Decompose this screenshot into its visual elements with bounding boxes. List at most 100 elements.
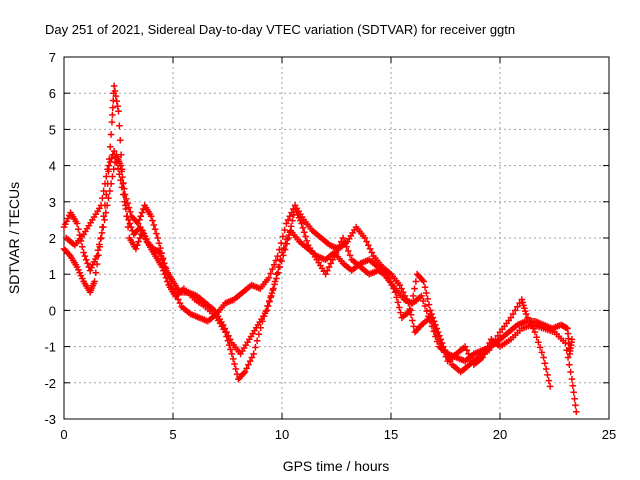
data-point — [541, 359, 549, 367]
data-point — [94, 247, 102, 254]
y-axis-label: SDTVAR / TECUs — [6, 182, 22, 294]
data-point — [99, 223, 107, 231]
data-point — [545, 377, 553, 384]
x-tick-label: 15 — [384, 427, 398, 442]
data-point — [278, 257, 285, 265]
data-point — [100, 212, 107, 220]
data-point — [423, 289, 430, 297]
data-point — [116, 170, 123, 178]
data-point — [248, 354, 256, 361]
data-point — [84, 260, 91, 267]
data-point — [176, 299, 184, 307]
data-point — [75, 226, 82, 233]
data-point — [245, 361, 252, 368]
data-point — [137, 212, 145, 220]
data-point — [421, 283, 429, 291]
data-point — [160, 260, 168, 267]
data-point — [269, 265, 276, 273]
data-point — [105, 194, 112, 202]
data-point — [243, 365, 250, 372]
data-point — [411, 285, 418, 292]
data-point — [153, 230, 160, 237]
data-point — [102, 173, 110, 180]
data-point — [424, 295, 431, 303]
data-point — [80, 249, 87, 256]
data-point — [116, 136, 124, 144]
data-point — [479, 354, 486, 361]
data-point — [522, 310, 530, 318]
data-point — [572, 401, 579, 409]
data-point — [324, 267, 331, 274]
data-point — [509, 310, 517, 318]
data-point — [132, 245, 140, 253]
data-point — [223, 328, 230, 336]
data-point — [150, 221, 158, 229]
data-point — [571, 395, 578, 403]
data-point — [409, 317, 416, 324]
data-point — [138, 209, 146, 216]
data-point — [538, 349, 546, 356]
data-point — [110, 147, 118, 155]
data-point — [283, 236, 291, 243]
data-point — [425, 301, 433, 308]
data-point — [73, 220, 81, 227]
data-point — [325, 263, 333, 271]
data-point — [298, 220, 305, 227]
y-tick-label: -3 — [44, 412, 56, 427]
data-point — [299, 224, 307, 232]
data-point — [267, 270, 274, 277]
data-point — [410, 323, 417, 330]
data-point — [91, 278, 98, 285]
data-point — [157, 252, 165, 260]
data-point — [433, 338, 441, 345]
data-point — [107, 180, 115, 187]
data-point — [421, 302, 429, 310]
data-point — [116, 122, 123, 130]
data-point — [136, 234, 144, 242]
data-point — [99, 194, 106, 202]
data-point — [284, 216, 292, 224]
data-point — [535, 338, 542, 346]
data-point — [420, 278, 427, 285]
y-tick-label: 6 — [49, 86, 56, 101]
data-point — [109, 111, 116, 119]
data-point — [274, 252, 281, 260]
data-point — [533, 333, 540, 341]
y-tick-label: 3 — [49, 195, 56, 210]
data-point — [228, 350, 236, 358]
y-tick-label: 7 — [49, 50, 56, 65]
data-point — [265, 274, 273, 282]
data-point — [302, 233, 309, 240]
data-point — [286, 212, 294, 220]
y-tick-label: 2 — [49, 231, 56, 246]
data-point — [397, 309, 404, 316]
data-point — [568, 336, 576, 343]
data-point — [134, 220, 142, 227]
data-point — [107, 131, 115, 138]
data-point — [418, 292, 425, 300]
data-point — [278, 249, 286, 256]
data-point — [274, 269, 282, 277]
data-point — [151, 226, 159, 233]
data-point — [109, 104, 117, 111]
y-tick-label: -1 — [44, 340, 56, 355]
data-point — [361, 234, 369, 242]
data-point — [173, 292, 180, 300]
data-point — [125, 204, 133, 211]
data-point — [566, 361, 573, 368]
data-point — [567, 368, 574, 376]
data-point — [108, 118, 116, 126]
data-point — [428, 323, 436, 330]
data-point — [288, 209, 295, 216]
data-point — [365, 241, 372, 249]
data-point — [106, 187, 114, 195]
data-point — [363, 238, 370, 245]
data-point — [221, 325, 229, 332]
data-point — [407, 311, 415, 319]
data-point — [102, 191, 110, 198]
data-point — [568, 375, 576, 383]
data-point — [82, 256, 90, 264]
data-point — [252, 344, 259, 351]
data-point — [339, 234, 347, 242]
data-point — [507, 314, 515, 321]
